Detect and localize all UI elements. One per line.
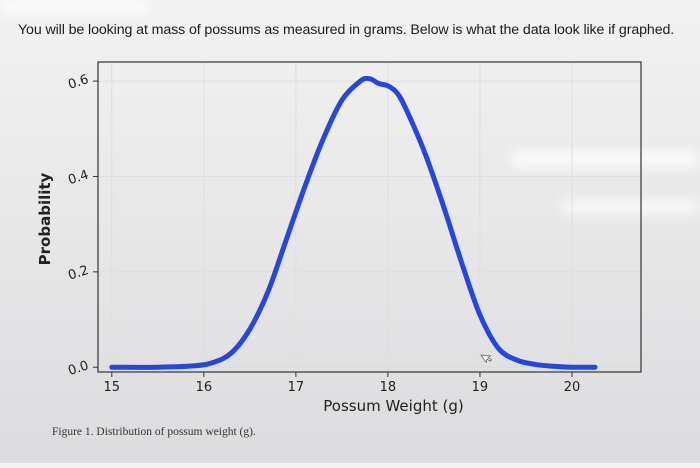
y-tick-label: 0.2 (66, 263, 90, 284)
x-tick-label: 19 (472, 380, 489, 395)
grid-lines (98, 62, 641, 372)
plot-frame (97, 61, 642, 373)
probability-curve (109, 75, 598, 370)
figure-caption: Figure 1. Distribution of possum weight … (52, 426, 256, 438)
mouse-cursor-icon (480, 354, 492, 364)
y-tick-label: 0.0 (66, 358, 90, 379)
x-tick-label: 18 (380, 380, 397, 395)
x-axis-label: Possum Weight (g) (323, 397, 463, 415)
x-tick-label: 20 (564, 380, 581, 395)
y-axis-ticks: 0.0 0.2 0.4 0.6 (66, 72, 98, 379)
instructions-text: You will be looking at mass of possums a… (18, 22, 675, 38)
y-tick-label: 0.4 (66, 168, 90, 189)
x-tick-label: 17 (288, 380, 305, 395)
y-axis-label: Probability (36, 172, 54, 265)
x-tick-label: 16 (196, 380, 213, 395)
x-tick-label: 15 (104, 380, 121, 395)
y-tick-label: 0.6 (66, 72, 90, 93)
x-axis-ticks: 15 16 17 18 19 20 (104, 372, 581, 395)
